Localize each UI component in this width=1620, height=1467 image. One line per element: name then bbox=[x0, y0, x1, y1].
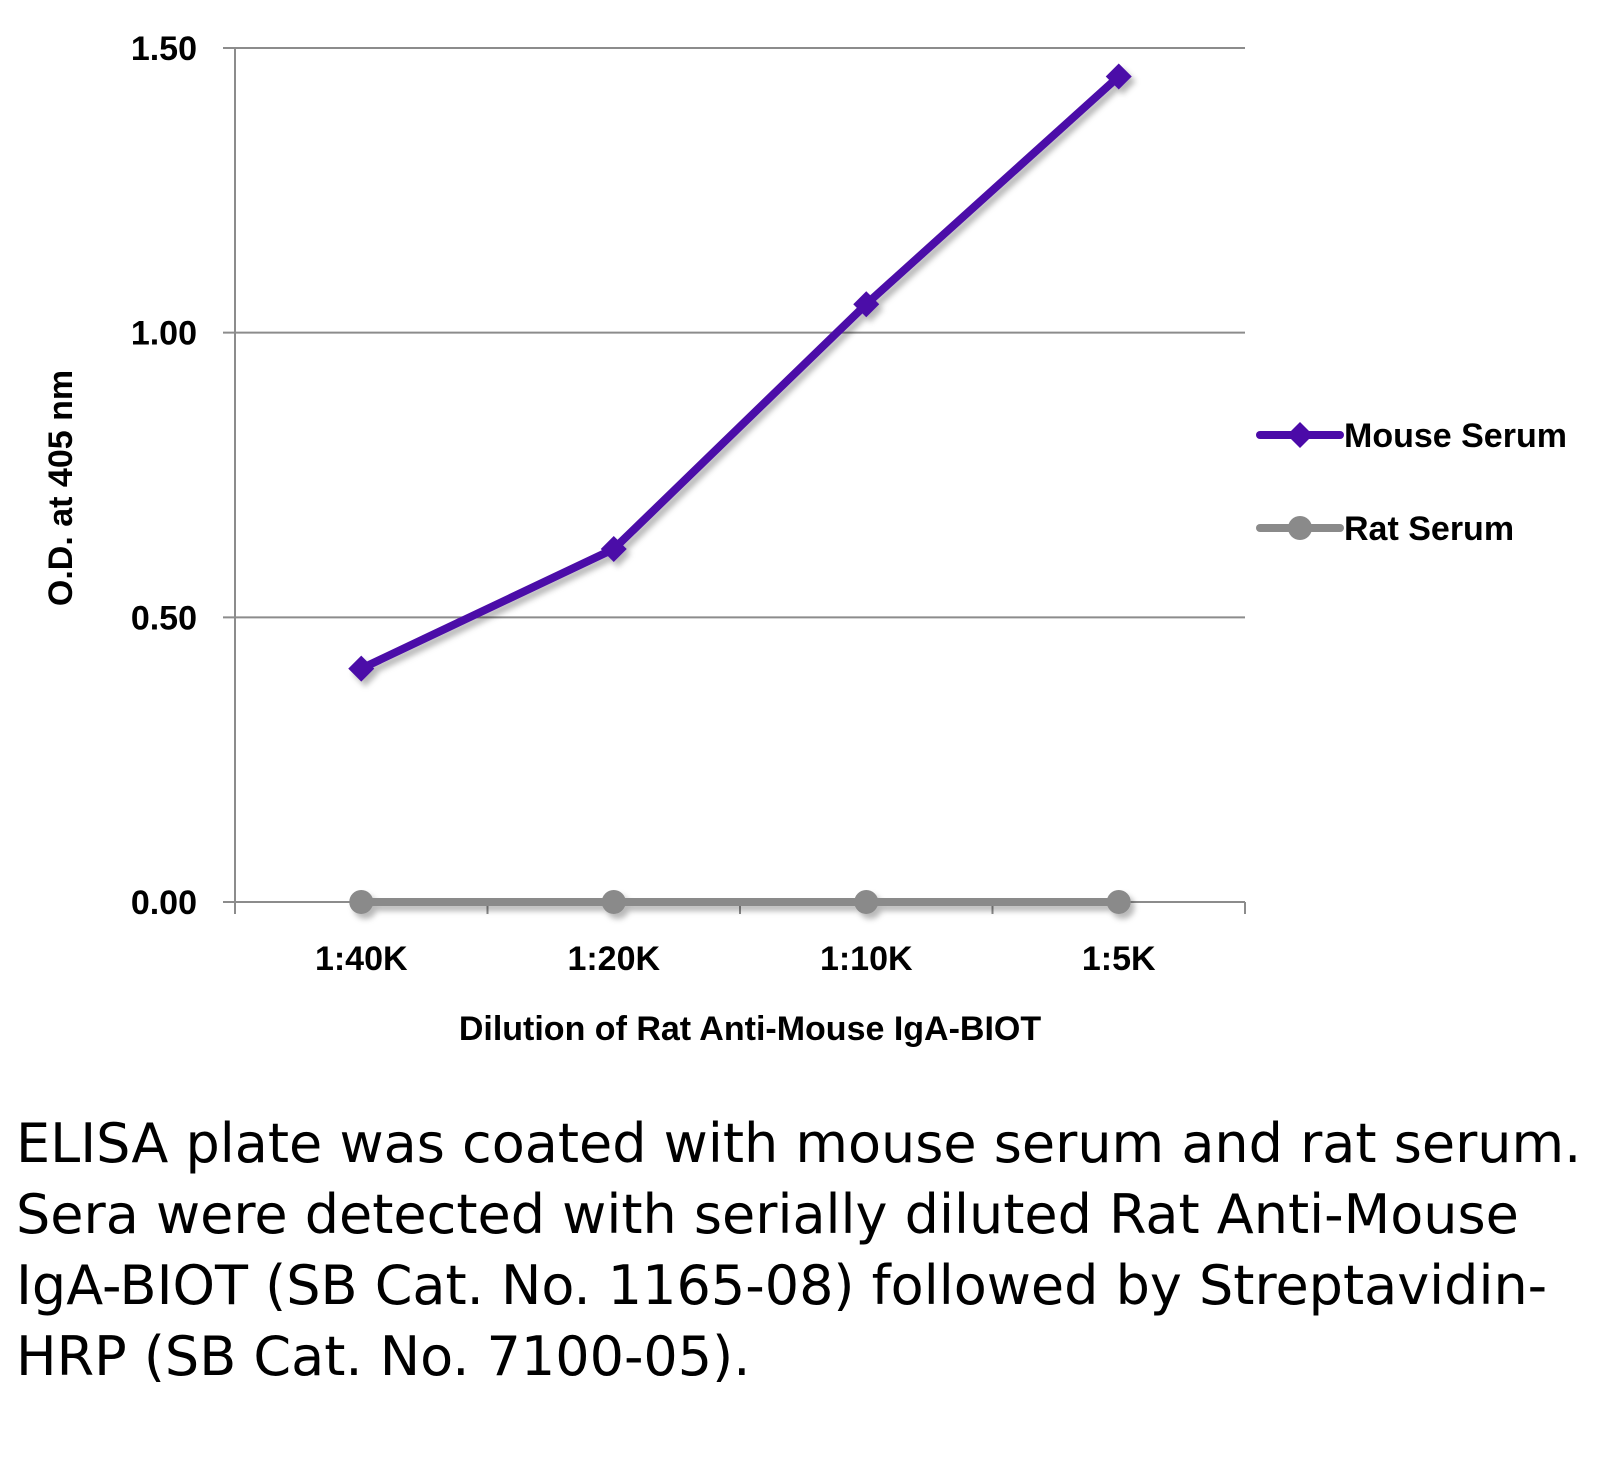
data-series bbox=[348, 63, 1132, 914]
legend-label-mouse-serum: Mouse Serum bbox=[1344, 417, 1567, 455]
figure-caption: ELISA plate was coated with mouse serum … bbox=[16, 1112, 1582, 1388]
x-tick-label: 1:10K bbox=[820, 940, 913, 978]
mouse-serum-point bbox=[348, 655, 375, 682]
legend: Mouse Serum Rat Serum bbox=[1256, 417, 1567, 548]
y-axis-label: O.D. at 405 nm bbox=[42, 370, 80, 606]
y-tick-label: 0.00 bbox=[131, 884, 197, 922]
x-axis-label: Dilution of Rat Anti-Mouse IgA-BIOT bbox=[459, 1010, 1042, 1048]
rat-serum-point bbox=[601, 890, 626, 914]
axes bbox=[223, 48, 1246, 914]
y-tick-label: 1.00 bbox=[131, 315, 197, 353]
y-tick-labels: 0.00 0.50 1.00 1.50 bbox=[131, 30, 197, 922]
rat-serum-point bbox=[1106, 890, 1131, 914]
legend-label-rat-serum: Rat Serum bbox=[1344, 510, 1514, 548]
gridlines bbox=[223, 47, 1245, 619]
x-tick-label: 1:5K bbox=[1082, 940, 1156, 978]
y-tick-label: 1.50 bbox=[131, 30, 197, 68]
mouse-serum-point bbox=[1105, 63, 1132, 90]
mouse-serum-line bbox=[357, 72, 1123, 673]
rat-serum-point bbox=[349, 890, 374, 914]
elisa-line-chart: 0.00 0.50 1.00 1.50 1:40K 1:20K 1:10K 1:5K O.D… bbox=[42, 30, 1567, 1048]
x-tick-label: 1:40K bbox=[315, 940, 408, 978]
mouse-serum-point bbox=[853, 291, 880, 318]
legend-marker-rat-serum bbox=[1288, 516, 1312, 540]
x-tick-labels: 1:40K 1:20K 1:10K 1:5K bbox=[315, 940, 1156, 978]
legend-marker-mouse-serum bbox=[1287, 422, 1313, 448]
y-tick-label: 0.50 bbox=[131, 599, 197, 637]
x-tick-label: 1:20K bbox=[567, 940, 660, 978]
mouse-serum-point bbox=[600, 536, 627, 563]
rat-serum-point bbox=[854, 890, 879, 914]
